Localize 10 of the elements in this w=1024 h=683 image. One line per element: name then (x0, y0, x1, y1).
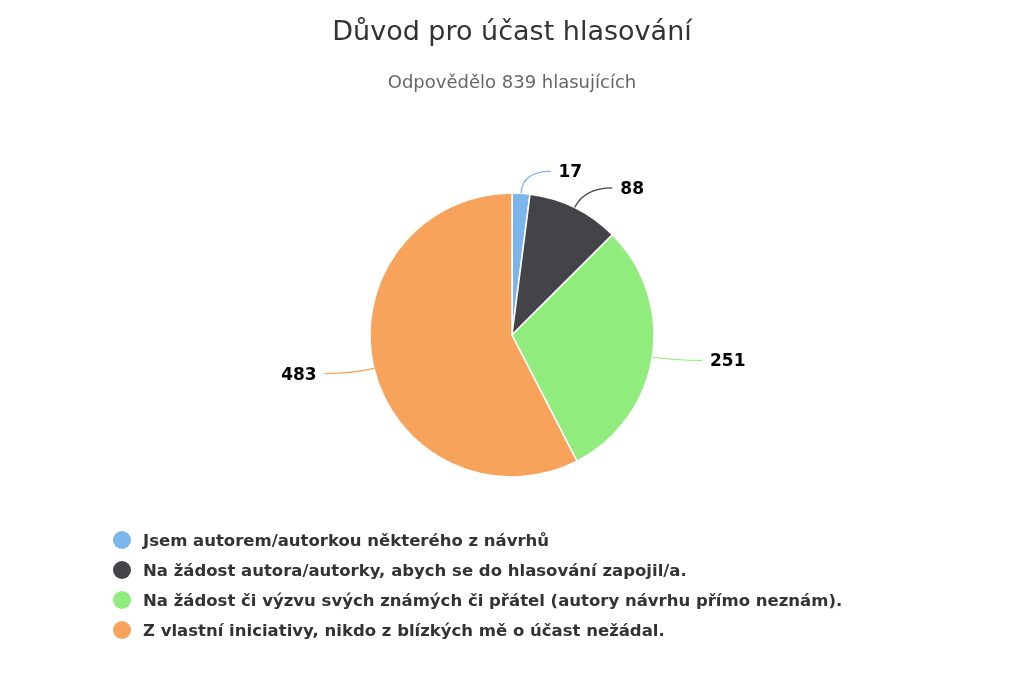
data-label: 88 (620, 177, 645, 198)
legend-label: Z vlastní iniciativy, nikdo z blízkých mě o účast nežádal. (143, 620, 665, 640)
chart-subtitle: Odpovědělo 839 hlasujících (387, 71, 637, 92)
data-label: 483 (281, 363, 317, 384)
chart-title: Důvod pro účast hlasování (332, 15, 694, 46)
data-label: 251 (710, 350, 746, 371)
legend-label: Jsem autorem/autorkou některého z návrhů (142, 530, 550, 550)
legend-label: Na žádost či výzvu svých známých či přátel (autory návrhu přímo neznám). (143, 590, 843, 610)
data-label: 17 (558, 161, 583, 182)
legend-label: Na žádost autora/autorky, abych se do hlasování zapojil/a. (143, 560, 687, 580)
